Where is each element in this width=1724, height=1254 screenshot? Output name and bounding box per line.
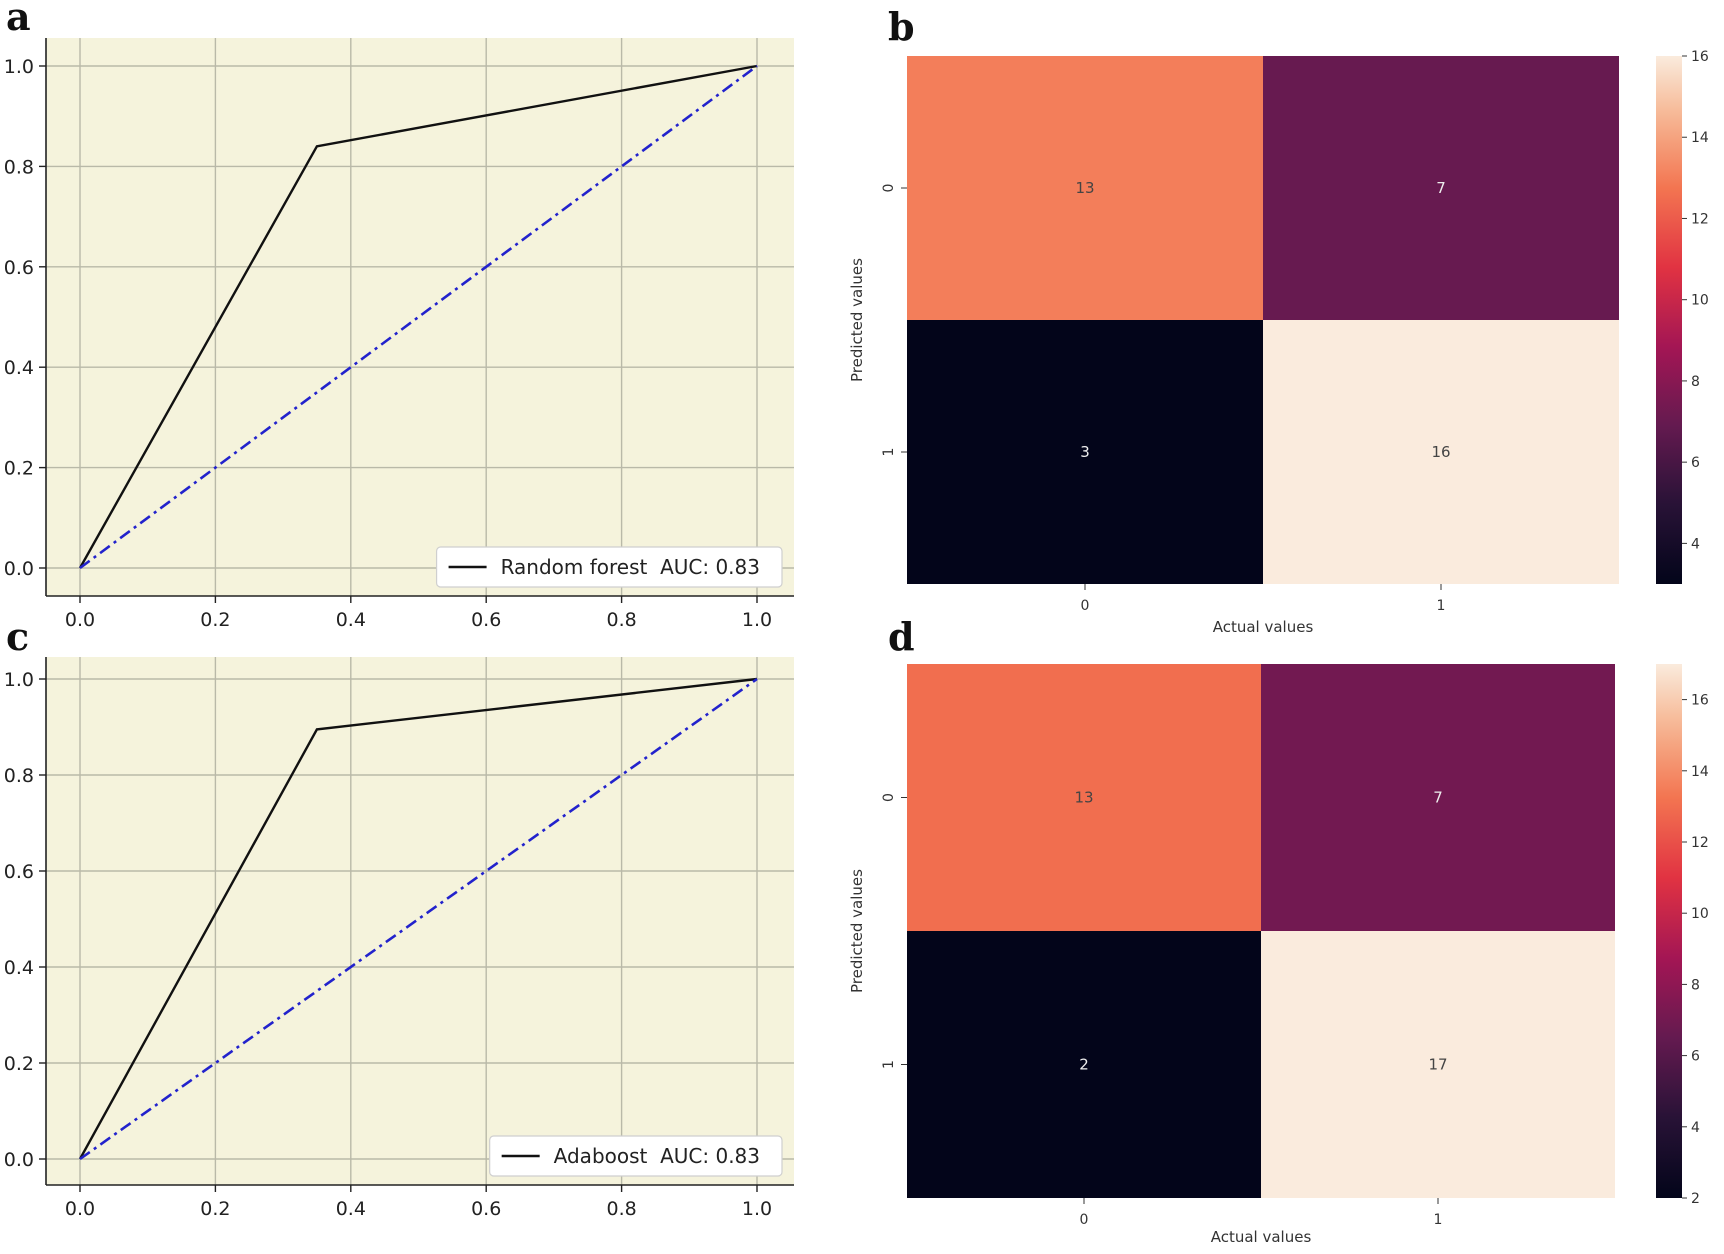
x-tick-label: 0.8: [606, 1198, 636, 1220]
roc-chart-adaboost: 0.0 0.2 0.4 0.6 0.8 1.0 0.0 0.2 0.4 0.6 0.8 1.0 Adab…: [4, 657, 794, 1220]
plot-area: [46, 38, 794, 596]
colorbar-tick-label: 8: [1691, 977, 1700, 993]
panel-label-b: b: [888, 4, 915, 49]
x-axis-label: Actual values: [1211, 1228, 1312, 1246]
panel-label-a: a: [6, 0, 31, 39]
x-tick-label: 0.4: [336, 609, 366, 631]
colorbar-tick-label: 16: [1691, 693, 1709, 709]
legend-label: Random forest AUC: 0.83: [501, 555, 760, 579]
y-tick-label: 1.0: [4, 56, 34, 78]
x-tick-label: 1.0: [742, 609, 772, 631]
colorbar-tick-label: 6: [1691, 455, 1700, 471]
x-tick-label: 0.2: [200, 1198, 230, 1220]
col-tick-label: 0: [1080, 1212, 1089, 1228]
row-tick-label: 1: [881, 1060, 897, 1069]
x-axis-label: Actual values: [1213, 618, 1314, 636]
roc-chart-random-forest: 0.0 0.2 0.4 0.6 0.8 1.0 0.0 0.2 0.4 0.6 0.8 1.0 Rand…: [4, 38, 794, 631]
heatmap-cell: [907, 931, 1261, 1198]
x-tick-label: 0.4: [336, 1198, 366, 1220]
colorbar-tick-label: 8: [1691, 374, 1700, 390]
cell-value-label: 16: [1431, 443, 1450, 461]
cell-value-label: 7: [1436, 179, 1446, 197]
x-tick-label: 0.2: [200, 609, 230, 631]
cell-value-label: 7: [1433, 789, 1443, 807]
y-tick-label: 1.0: [4, 669, 34, 691]
colorbar-tick-label: 4: [1691, 536, 1700, 552]
colorbar-tick-label: 12: [1691, 211, 1709, 227]
col-tick-label: 1: [1437, 598, 1446, 614]
heatmap-cell: [1261, 664, 1615, 931]
colorbar-tick-label: 12: [1691, 835, 1709, 851]
x-tick-label: 0.0: [65, 1198, 95, 1220]
heatmap-cell: [1261, 931, 1615, 1198]
plot-area: [46, 657, 794, 1185]
colorbar-tick-label: 14: [1691, 764, 1709, 780]
colorbar-tick-label: 4: [1691, 1120, 1700, 1136]
y-tick-label: 0.2: [4, 1053, 34, 1075]
colorbar: [1656, 664, 1682, 1198]
row-tick-label: 0: [881, 793, 897, 802]
row-tick-label: 0: [881, 184, 897, 193]
cell-value-label: 13: [1075, 179, 1094, 197]
colorbar-tick-label: 10: [1691, 906, 1709, 922]
y-tick-label: 0.8: [4, 156, 34, 178]
col-tick-label: 0: [1081, 598, 1090, 614]
heatmap-cell: [1263, 56, 1619, 320]
heatmap-cell: [907, 664, 1261, 931]
x-tick-label: 1.0: [742, 1198, 772, 1220]
legend-label: Adaboost AUC: 0.83: [554, 1144, 760, 1168]
x-tick-label: 0.8: [606, 609, 636, 631]
colorbar-tick-label: 14: [1691, 130, 1709, 146]
y-tick-label: 0.4: [4, 957, 34, 979]
heatmap-cell: [1263, 320, 1619, 584]
y-axis-label: Predicted values: [848, 258, 866, 382]
y-tick-label: 0.8: [4, 765, 34, 787]
x-tick-label: 0.6: [471, 1198, 501, 1220]
cell-value-label: 17: [1428, 1056, 1447, 1074]
y-tick-label: 0.4: [4, 357, 34, 379]
colorbar-tick-label: 10: [1691, 293, 1709, 309]
heatmap-cell: [907, 320, 1263, 584]
roc-curve-line: [78, 677, 758, 1160]
row-tick-label: 1: [881, 448, 897, 457]
x-tick-label: 0.0: [65, 609, 95, 631]
y-tick-label: 0.6: [4, 861, 34, 883]
y-tick-label: 0.0: [4, 1149, 34, 1171]
y-tick-label: 0.2: [4, 458, 34, 480]
y-tick-label: 0.0: [4, 558, 34, 580]
cell-value-label: 2: [1079, 1056, 1089, 1074]
heatmap-cell: [907, 56, 1263, 320]
cell-value-label: 3: [1080, 443, 1090, 461]
panel-label-d: d: [888, 614, 915, 659]
x-tick-label: 0.6: [471, 609, 501, 631]
y-axis-label: Predicted values: [848, 869, 866, 993]
legend-box: [489, 1135, 783, 1177]
panel-label-c: c: [6, 614, 29, 659]
col-tick-label: 1: [1434, 1212, 1443, 1228]
y-tick-label: 0.6: [4, 257, 34, 279]
colorbar: [1656, 56, 1682, 584]
colorbar-tick-label: 6: [1691, 1049, 1700, 1065]
cell-value-label: 13: [1074, 789, 1093, 807]
colorbar-tick-label: 2: [1691, 1191, 1700, 1207]
legend-box: [435, 546, 783, 588]
colorbar-tick-label: 16: [1691, 49, 1709, 65]
chance-diagonal-line: [79, 64, 758, 570]
roc-curve-line: [78, 64, 758, 569]
